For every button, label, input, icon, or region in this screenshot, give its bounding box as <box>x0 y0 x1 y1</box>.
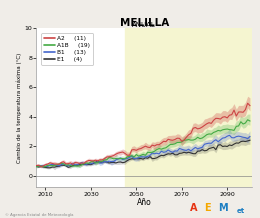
Legend: A2     (11), A1B     (19), B1     (13), E1     (4): A2 (11), A1B (19), B1 (13), E1 (4) <box>42 33 93 65</box>
Title: MELILLA: MELILLA <box>120 18 169 28</box>
Bar <box>125 28 252 187</box>
X-axis label: Año: Año <box>137 198 152 207</box>
Text: E: E <box>204 203 211 213</box>
Text: © Agencia Estatal de Meteorología: © Agencia Estatal de Meteorología <box>5 213 74 217</box>
Text: et: et <box>237 208 245 214</box>
Text: ANUAL: ANUAL <box>132 22 156 27</box>
Y-axis label: Cambio de la temperatura máxima (°C): Cambio de la temperatura máxima (°C) <box>16 53 22 163</box>
Text: A: A <box>190 203 197 213</box>
Text: M: M <box>218 203 228 213</box>
